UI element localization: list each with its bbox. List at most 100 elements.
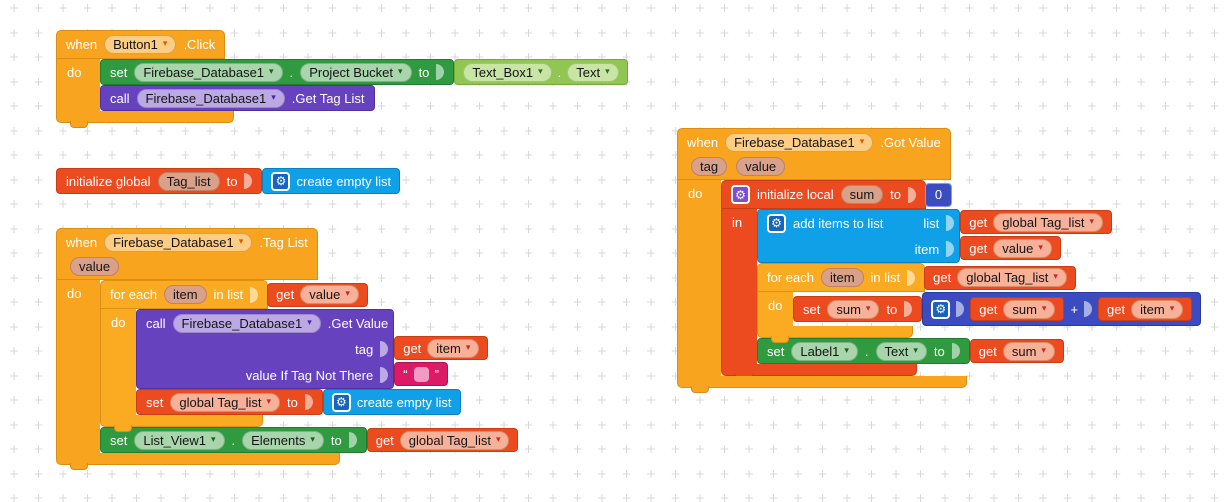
string-text-field[interactable] (413, 366, 429, 382)
mutator-gear-icon[interactable]: ⚙ (931, 299, 951, 319)
event-param-tag[interactable]: tag (691, 156, 728, 176)
block-get-global-taglist[interactable]: get global Tag_list ▾ (366, 428, 519, 452)
variable-name-field[interactable]: sum (840, 185, 884, 204)
keyword-set: set (110, 64, 128, 80)
property-dropdown-elements[interactable]: Elements ▾ (242, 430, 324, 450)
block-math-add[interactable]: ⚙ get sum ▾ (922, 292, 1202, 326)
variable-dropdown-global-taglist[interactable]: global Tag_list ▾ (399, 430, 510, 450)
mutator-gear-icon[interactable]: ⚙ (331, 392, 351, 412)
block-when-got-value[interactable]: when Firebase_Database1 ▾ .Got Value tag… (677, 128, 1202, 393)
block-get-item[interactable]: get item ▾ (394, 336, 489, 360)
mutator-gear-icon[interactable]: ⚙ (731, 185, 750, 204)
keyword-get: get (933, 270, 952, 285)
component-dropdown-firebase[interactable]: Firebase_Database1 ▾ (136, 88, 285, 108)
block-set-global-taglist[interactable]: set global Tag_list ▾ to ⚙ (136, 389, 461, 415)
event-name: .Tag List (259, 235, 308, 250)
component-dropdown-firebase[interactable]: Firebase_Database1 ▾ (104, 233, 253, 252)
block-call-get-value[interactable]: call Firebase_Database1 ▾ .Get Value (136, 309, 489, 389)
block-init-local-sum[interactable]: ⚙ initialize local sum to 0 (721, 180, 1202, 381)
mutator-gear-icon[interactable]: ⚙ (271, 171, 291, 191)
open-quote: “ (403, 366, 408, 382)
block-empty-string[interactable]: “ ” (394, 362, 448, 386)
component-dropdown-firebase[interactable]: Firebase_Database1 ▾ (134, 62, 283, 82)
event-param-value[interactable]: value (736, 156, 786, 176)
component-dropdown-listview1[interactable]: List_View1 ▾ (134, 430, 225, 450)
variable-dropdown-sum[interactable]: sum ▾ (1002, 341, 1055, 361)
chevron-down-icon: ▾ (844, 345, 849, 356)
event-name: .Got Value (880, 135, 941, 150)
value-socket (250, 286, 259, 303)
component-dropdown-textbox1[interactable]: Text_Box1 ▾ (463, 62, 552, 82)
event-param-value[interactable]: value (70, 256, 120, 276)
mutator-gear-icon[interactable]: ⚙ (767, 213, 786, 233)
variable-dropdown-global-taglist[interactable]: global Tag_list ▾ (993, 212, 1103, 232)
block-when-tag-list[interactable]: when Firebase_Database1 ▾ .Tag List valu… (56, 228, 519, 470)
block-foreach-sum[interactable]: for each item in list (757, 263, 1202, 343)
variable-dropdown-global-taglist[interactable]: global Tag_list ▾ (957, 268, 1067, 287)
foreach-header[interactable]: for each item in list get value (100, 280, 368, 309)
block-foreach-tag[interactable]: for each item in list get value (100, 280, 489, 432)
block-create-empty-list[interactable]: ⚙ create empty list (322, 389, 461, 415)
block-get-sum[interactable]: get sum ▾ (969, 339, 1064, 363)
foreach-header[interactable]: for each item in list (757, 263, 1076, 292)
plus-operator: + (1070, 301, 1079, 317)
block-get-item[interactable]: get item ▾ (1098, 297, 1193, 321)
init-local-header[interactable]: ⚙ initialize local sum to 0 (721, 180, 952, 209)
block-textbox-text-getter[interactable]: Text_Box1 ▾ . Text ▾ (454, 59, 628, 85)
chevron-down-icon: ▾ (1038, 242, 1043, 253)
variable-dropdown-item[interactable]: item ▾ (1131, 299, 1184, 319)
variable-name-field[interactable]: Tag_list (157, 171, 220, 191)
block-get-global-taglist[interactable]: get global Tag_list ▾ (924, 265, 1076, 290)
block-get-sum[interactable]: get sum ▾ (970, 297, 1065, 321)
block-when-button-click[interactable]: when Button1 ▾ .Click do set Firebase_Da… (56, 30, 628, 128)
variable-dropdown-global-taglist[interactable]: global Tag_list ▾ (170, 392, 281, 412)
loop-var-field[interactable]: item (820, 268, 864, 287)
component-dropdown-button1[interactable]: Button1 ▾ (104, 35, 177, 54)
property-dropdown-text[interactable]: Text ▾ (567, 62, 619, 82)
event-block-header[interactable]: when Firebase_Database1 ▾ .Tag List valu… (56, 228, 318, 280)
keyword-to: to (890, 187, 901, 202)
variable-dropdown-value[interactable]: value ▾ (300, 285, 359, 304)
block-call-get-tag-list[interactable]: call Firebase_Database1 ▾ .Get Tag List (100, 85, 375, 111)
block-get-global-taglist[interactable]: get global Tag_list ▾ (960, 210, 1112, 234)
dot-separator: . (557, 64, 562, 80)
keyword-to: to (330, 432, 342, 448)
block-set-project-bucket[interactable]: set Firebase_Database1 ▾ . Project Bucke… (100, 59, 628, 85)
event-block-header[interactable]: when Button1 ▾ .Click (56, 30, 226, 59)
keyword-initialize-global: initialize global (66, 173, 151, 189)
block-number-zero[interactable]: 0 (925, 182, 952, 207)
block-init-global-tag-list[interactable]: initialize global Tag_list to ⚙ create e… (56, 168, 401, 194)
keyword-to: to (226, 173, 238, 189)
block-create-empty-list[interactable]: ⚙ create empty list (262, 168, 401, 194)
variable-dropdown-value[interactable]: value ▾ (993, 238, 1052, 258)
block-set-listview-elements[interactable]: set List_View1 ▾ . Elements ▾ to (100, 427, 519, 453)
keyword-to: to (418, 64, 430, 80)
event-block-header[interactable]: when Firebase_Database1 ▾ .Got Value tag… (677, 128, 951, 180)
block-add-items-to-list[interactable]: ⚙ add items to list list item (757, 209, 1112, 263)
block-get-value[interactable]: get value ▾ (960, 236, 1061, 260)
component-dropdown-firebase[interactable]: Firebase_Database1 ▾ (725, 133, 874, 152)
block-footer (677, 376, 967, 393)
keyword-when: when (66, 37, 98, 52)
component-dropdown-firebase[interactable]: Firebase_Database1 ▾ (172, 313, 321, 333)
keyword-get: get (979, 301, 998, 317)
block-get-value[interactable]: get value ▾ (267, 282, 368, 307)
variable-dropdown-item[interactable]: item ▾ (427, 338, 480, 358)
keyword-initialize-local: initialize local (757, 187, 834, 202)
variable-dropdown-sum[interactable]: sum ▾ (827, 299, 880, 319)
arg-label-item: item (914, 241, 940, 257)
keyword-get: get (978, 343, 997, 359)
property-dropdown-text[interactable]: Text ▾ (875, 341, 927, 361)
chevron-down-icon: ▾ (271, 92, 276, 103)
chevron-down-icon: ▾ (495, 434, 501, 445)
block-set-label-text[interactable]: set Label1 ▾ . Text ▾ (757, 338, 1064, 364)
value-socket (1084, 301, 1093, 317)
loop-var-field[interactable]: item (163, 285, 207, 304)
do-section-label: do (56, 280, 100, 453)
keyword-add-items: add items to list (793, 215, 884, 231)
property-dropdown-project-bucket[interactable]: Project Bucket ▾ (300, 62, 412, 82)
block-set-sum[interactable]: set sum ▾ to (793, 292, 1202, 326)
component-dropdown-label1[interactable]: Label1 ▾ (791, 341, 858, 361)
variable-dropdown-sum[interactable]: sum ▾ (1003, 299, 1056, 319)
